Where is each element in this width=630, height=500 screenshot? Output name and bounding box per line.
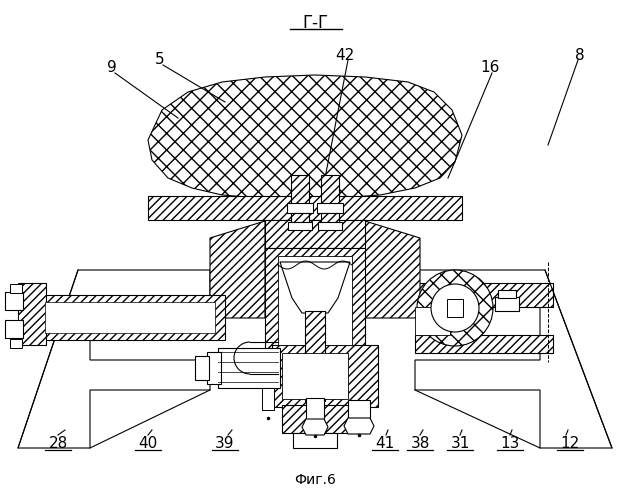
Polygon shape: [210, 221, 265, 318]
Bar: [291, 175, 309, 205]
Text: Фиг.6: Фиг.6: [294, 473, 336, 487]
Text: 40: 40: [139, 436, 158, 450]
Bar: [10, 284, 22, 293]
Bar: [265, 220, 365, 248]
Text: 28: 28: [49, 436, 67, 450]
Text: 16: 16: [480, 60, 500, 76]
Polygon shape: [148, 75, 462, 198]
Bar: [195, 356, 209, 380]
Text: 41: 41: [375, 436, 394, 450]
Bar: [272, 345, 378, 407]
Bar: [348, 400, 370, 418]
Bar: [278, 256, 352, 345]
Text: 42: 42: [335, 48, 355, 62]
Bar: [495, 297, 519, 311]
Polygon shape: [18, 270, 210, 448]
Text: 13: 13: [500, 436, 520, 450]
Bar: [321, 175, 339, 205]
Bar: [218, 348, 280, 388]
Circle shape: [431, 284, 479, 332]
Bar: [293, 433, 337, 448]
Bar: [10, 339, 22, 348]
Bar: [148, 196, 462, 220]
Bar: [305, 311, 325, 401]
Bar: [5, 320, 23, 338]
Bar: [291, 213, 309, 223]
Polygon shape: [415, 270, 612, 448]
Text: Г-Г: Г-Г: [302, 14, 328, 32]
Polygon shape: [302, 419, 328, 435]
Polygon shape: [280, 262, 350, 313]
Circle shape: [417, 270, 493, 346]
Bar: [415, 307, 450, 335]
Bar: [30, 295, 225, 340]
Bar: [318, 222, 342, 230]
Bar: [305, 311, 325, 401]
Text: 39: 39: [215, 436, 235, 450]
Bar: [265, 248, 365, 353]
Bar: [321, 213, 339, 223]
Bar: [5, 292, 23, 310]
Bar: [287, 203, 313, 213]
Polygon shape: [365, 221, 420, 318]
Bar: [262, 388, 274, 410]
Text: 31: 31: [450, 436, 470, 450]
Text: 12: 12: [560, 436, 580, 450]
Bar: [282, 405, 348, 433]
Bar: [415, 335, 553, 353]
Bar: [498, 290, 516, 298]
Text: 9: 9: [107, 60, 117, 76]
Bar: [207, 352, 221, 384]
Bar: [288, 222, 312, 230]
Bar: [45, 302, 215, 333]
Bar: [306, 398, 324, 420]
Bar: [415, 283, 553, 307]
Polygon shape: [344, 418, 374, 434]
Text: 5: 5: [155, 52, 165, 68]
Bar: [18, 283, 46, 345]
Bar: [447, 299, 463, 317]
Text: 38: 38: [410, 436, 430, 450]
Bar: [282, 353, 348, 399]
Text: 8: 8: [575, 48, 585, 62]
Bar: [317, 203, 343, 213]
